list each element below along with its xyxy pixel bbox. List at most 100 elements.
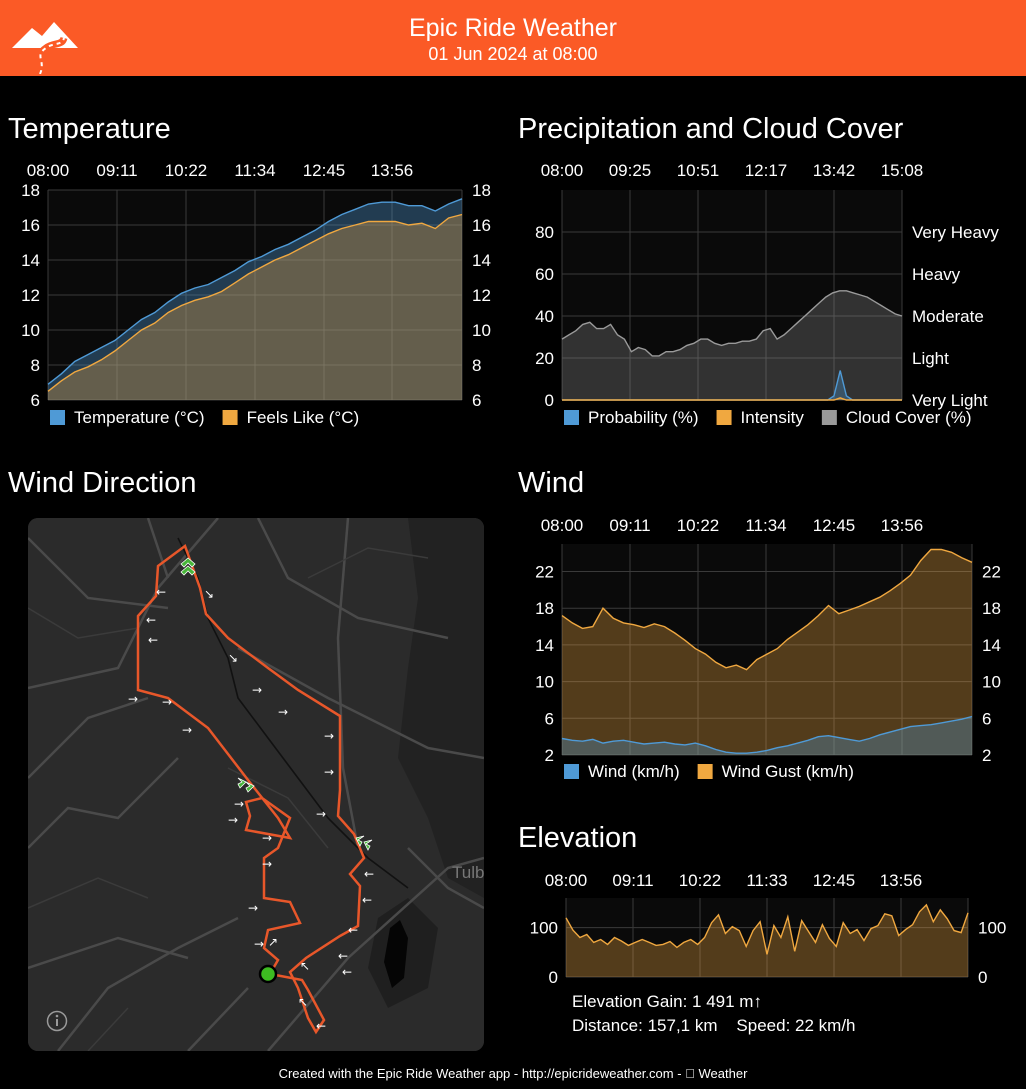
map-canvas: ← ← ← → → → ↘ ↘ → → → → → → → → → → → ↗ … (28, 518, 484, 1051)
series-line (561, 548, 973, 671)
elevation-title: Elevation (518, 822, 638, 854)
y-tick-label: 22 (535, 563, 554, 582)
direction-chevron-icon (180, 565, 196, 576)
y-tick-label-right: 6 (472, 391, 481, 410)
wind-arrow-icon: ↘ (204, 587, 214, 601)
elevation-chart: 08:00 09:11 10:22 11:33 12:45 13:56 0 0 100 100 (530, 871, 1007, 987)
direction-chevron-icon (180, 557, 196, 568)
y-tick-label-right: 10 (472, 321, 491, 340)
wind-title: Wind (518, 467, 585, 499)
wind-arrow-icon: ← (362, 893, 372, 907)
series-line (47, 198, 463, 385)
wind-arrow-icon: → (324, 729, 334, 743)
series-area (566, 904, 968, 977)
wind-arrow-icon: ↖ (298, 995, 308, 1009)
x-tick-label: 10:22 (677, 516, 720, 535)
x-tick-label: 08:00 (541, 161, 584, 180)
route-line (136, 543, 366, 1035)
direction-chevron-icon (363, 839, 373, 851)
y-tick-label-right: 16 (472, 216, 491, 235)
legend-label: Intensity (741, 408, 805, 427)
x-tick-label: 11:33 (746, 871, 787, 890)
wind-arrow-icon: → (228, 813, 238, 827)
legend-label: Temperature (°C) (74, 408, 205, 427)
series-area (48, 198, 462, 400)
intensity-label: Very Heavy (912, 223, 999, 242)
x-tick-label: 10:22 (679, 871, 722, 890)
y-tick-label-right: 0 (978, 968, 987, 987)
wind-arrow-icon: → (234, 797, 244, 811)
wind-arrow-icon: ← (364, 867, 374, 881)
x-tick-label: 08:00 (27, 161, 70, 180)
x-tick-label: 09:11 (96, 161, 137, 180)
mountain-road-logo-icon (12, 22, 78, 74)
y-tick-label-right: 12 (472, 286, 491, 305)
y-tick-label: 0 (549, 968, 558, 987)
x-tick-label: 09:11 (609, 516, 650, 535)
wind-arrow-icon: ← (338, 949, 348, 963)
legend-label: Cloud Cover (%) (846, 408, 972, 427)
intensity-label: Very Light (912, 391, 988, 410)
apple-logo-icon:  (685, 1066, 695, 1081)
precipitation-title: Precipitation and Cloud Cover (518, 113, 904, 145)
legend-swatch (222, 410, 238, 425)
legend-label: Wind Gust (km/h) (722, 762, 854, 781)
ride-datetime: 01 Jun 2024 at 08:00 (428, 44, 598, 64)
y-tick-label: 60 (535, 265, 554, 284)
info-icon[interactable] (46, 1010, 68, 1032)
wind-direction-title: Wind Direction (8, 467, 197, 499)
x-tick-label: 10:51 (677, 161, 720, 180)
legend-swatch (564, 410, 579, 425)
ride-distance: Distance: 157,1 km (572, 1016, 718, 1035)
y-tick-label: 100 (530, 919, 558, 938)
y-tick-label: 2 (545, 746, 554, 765)
footer-weather: Weather (691, 1066, 748, 1081)
series-line (565, 903, 969, 955)
series-area (562, 716, 972, 755)
series-area (562, 290, 902, 400)
x-tick-label: 12:45 (813, 871, 856, 890)
precipitation-chart: 08:00 09:25 10:51 12:17 13:42 15:08 0 20 40 60 80 V… (535, 161, 999, 427)
x-tick-label: 12:17 (745, 161, 788, 180)
y-tick-label: 10 (21, 321, 40, 340)
legend-swatch (697, 764, 713, 779)
y-tick-label-right: 2 (982, 746, 991, 765)
y-tick-label: 14 (21, 251, 40, 270)
y-tick-label: 16 (21, 216, 40, 235)
legend-swatch (50, 410, 65, 425)
wind-arrow-icon: ↗ (268, 935, 278, 949)
x-tick-label: 10:22 (165, 161, 208, 180)
y-tick-label: 80 (535, 223, 554, 242)
wind-arrow-icon: → (324, 765, 334, 779)
start-marker[interactable] (258, 964, 278, 984)
x-tick-label: 13:56 (371, 161, 414, 180)
wind-arrow-icon: → (316, 807, 326, 821)
elevation-summary: Elevation Gain: 1 491 m↑ Distance: 157,1… (572, 990, 856, 1038)
y-tick-label: 12 (21, 286, 40, 305)
x-tick-label: 08:00 (545, 871, 588, 890)
wind-direction-map[interactable]: ← ← ← → → → ↘ ↘ → → → → → → → → → → → ↗ … (28, 518, 484, 1051)
legend-swatch (716, 410, 732, 425)
temperature-title: Temperature (8, 113, 171, 145)
x-tick-label: 15:08 (881, 161, 924, 180)
app-title: Epic Ride Weather (409, 14, 617, 42)
wind-arrow-icon: → (162, 695, 172, 709)
direction-chevron-icon (355, 835, 365, 847)
wind-arrow-icon: → (262, 857, 272, 871)
wind-arrow-icon: ← (148, 633, 158, 647)
series-area (48, 214, 462, 400)
y-tick-label-right: 100 (978, 919, 1006, 938)
wind-arrow-icon: ↘ (228, 651, 238, 665)
series-line (561, 290, 903, 357)
series-line (47, 213, 463, 392)
x-tick-label: 09:11 (612, 871, 653, 890)
wind-arrow-icon: → (252, 683, 262, 697)
x-tick-label: 13:56 (881, 516, 924, 535)
direction-chevron-icon (237, 777, 247, 789)
y-tick-label: 20 (535, 349, 554, 368)
plot-area (562, 190, 902, 400)
footer: Created with the Epic Ride Weather app -… (0, 1066, 1026, 1081)
wind-arrow-icon: ← (146, 613, 156, 627)
wind-arrow-icon: ← (156, 585, 166, 599)
x-tick-label: 13:42 (813, 161, 856, 180)
